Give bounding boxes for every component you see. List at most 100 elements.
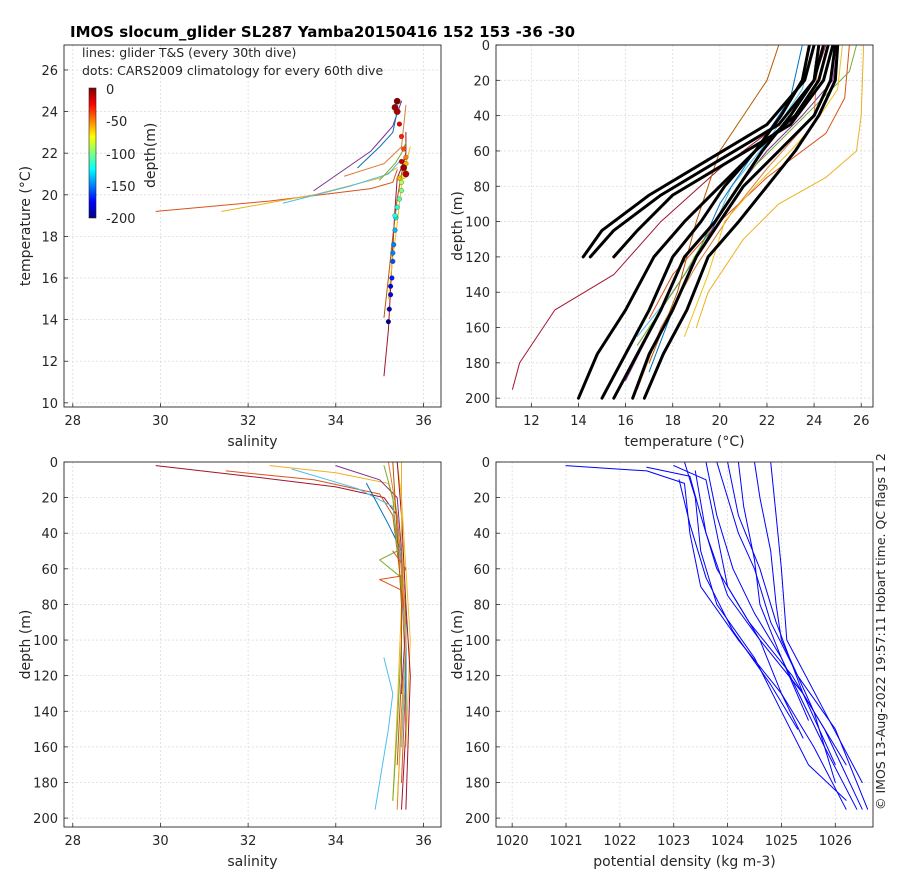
climatology-dot	[394, 204, 400, 210]
colorbar-tick-2: -100	[106, 148, 136, 163]
x-tick-label: 1025	[765, 834, 798, 849]
y-tick-label: 140	[465, 705, 490, 720]
y-tick-label: 80	[473, 180, 490, 195]
y-tick-label: 26	[41, 64, 58, 79]
plot-area	[565, 462, 869, 810]
climatology-dot	[396, 175, 402, 181]
y-tick-label: 0	[50, 456, 58, 471]
y-tick-label: 0	[482, 39, 490, 54]
density-profile-line	[694, 470, 804, 739]
glider-salinity-line	[225, 470, 407, 783]
y-tick-label: 160	[465, 741, 490, 756]
climatology-dot	[386, 306, 392, 312]
glider-salinity-line	[392, 462, 402, 766]
x-tick-label: 36	[415, 414, 432, 429]
x-tick-label: 18	[664, 414, 681, 429]
glider-temperature-line	[695, 45, 865, 328]
x-axis-label: salinity	[227, 854, 277, 870]
colorbar-gradient	[88, 87, 97, 219]
x-tick-label: 1024	[711, 834, 744, 849]
climatology-dot	[398, 133, 405, 140]
x-tick-label: 16	[617, 414, 634, 429]
x-tick-label: 12	[523, 414, 540, 429]
y-tick-label: 20	[473, 74, 490, 89]
glider-ts-line	[221, 167, 398, 212]
credit-text: © IMOS 13-Aug-2022 19:57:11 Hobart time.…	[873, 453, 888, 810]
y-tick-label: 0	[482, 456, 490, 471]
climatology-dot	[396, 121, 402, 127]
colorbar: 0 -50 -100 -150 -200 depth(m)	[88, 83, 159, 227]
climatology-dot	[396, 196, 402, 202]
y-axis-label: depth (m)	[450, 610, 466, 680]
climatology-dot	[385, 319, 391, 325]
x-tick-label: 22	[759, 414, 776, 429]
y-tick-label: 60	[473, 145, 490, 160]
x-tick-label: 32	[240, 834, 257, 849]
glider-salinity-line	[366, 482, 407, 712]
x-tick-label: 1023	[657, 834, 690, 849]
x-tick-label: 14	[570, 414, 587, 429]
glider-salinity-line	[379, 465, 402, 801]
y-tick-label: 20	[473, 492, 490, 507]
y-tick-label: 60	[41, 563, 58, 578]
y-tick-label: 180	[465, 776, 490, 791]
climatology-temperature-line	[642, 45, 840, 400]
climatology-dot	[398, 179, 405, 185]
y-tick-label: 180	[465, 357, 490, 372]
y-axis-label: depth (m)	[18, 610, 34, 680]
salinity-profile-panel: 28 30 32 34 36 0 20 40 60 80 100 120 140 160 180 200 sal…	[18, 456, 442, 870]
y-tick-label: 160	[33, 741, 58, 756]
density-profile-line	[705, 462, 809, 721]
glider-salinity-line	[155, 465, 407, 810]
colorbar-tick-4: -200	[106, 212, 136, 227]
climatology-dot	[400, 164, 408, 172]
axes-box	[495, 44, 874, 408]
glider-temperature-line	[684, 45, 843, 337]
density-profile-line	[737, 462, 858, 810]
y-tick-label: 100	[465, 216, 490, 231]
y-tick-label: 16	[41, 272, 58, 287]
y-tick-label: 40	[41, 527, 58, 542]
glider-salinity-line	[291, 468, 407, 748]
x-tick-label: 36	[415, 834, 432, 849]
glider-ts-line	[313, 100, 402, 192]
x-axis-label: temperature (°C)	[624, 434, 744, 450]
y-tick-label: 160	[465, 322, 490, 337]
plot-area	[155, 97, 411, 377]
glider-ts-line	[357, 111, 398, 169]
y-tick-label: 100	[465, 634, 490, 649]
y-tick-label: 120	[465, 670, 490, 685]
x-tick-label: 28	[64, 414, 81, 429]
glider-salinity-line	[396, 462, 411, 810]
x-tick-label: 34	[328, 834, 345, 849]
density-profile-line	[684, 462, 847, 801]
y-tick-label: 22	[41, 147, 58, 162]
density-profile-line	[678, 479, 799, 730]
glider-ts-line	[387, 146, 411, 300]
climatology-temperature-line	[631, 45, 837, 400]
temperature-profile-panel: 12 14 16 18 20 22 24 26 0 20 40 60 80 100 120 140 160 180…	[450, 39, 874, 450]
climatology-dot	[388, 292, 394, 298]
climatology-temperature-line	[581, 45, 816, 259]
x-tick-label: 1022	[603, 834, 636, 849]
glider-temperature-line	[636, 45, 857, 346]
x-tick-label: 26	[853, 414, 870, 429]
climatology-dot	[402, 170, 410, 178]
y-tick-label: 14	[41, 314, 58, 329]
axes-box	[495, 461, 874, 828]
climatology-temperature-line	[600, 45, 811, 400]
y-tick-label: 40	[473, 110, 490, 125]
plot-area	[155, 462, 411, 810]
x-tick-label: 28	[64, 834, 81, 849]
density-profile-panel: 1020 1021 1022 1023 1024 1025 1026 0 20 40 60 80 100…	[450, 456, 874, 870]
climatology-temperature-line	[612, 45, 821, 400]
x-tick-label: 32	[240, 414, 257, 429]
climatology-dot	[392, 213, 398, 219]
glider-ts-line	[344, 104, 407, 177]
colorbar-tick-3: -150	[106, 180, 136, 195]
y-tick-label: 12	[41, 355, 58, 370]
figure-title: IMOS slocum_glider SL287 Yamba20150416 1…	[70, 23, 575, 41]
axes-box	[63, 44, 442, 408]
y-tick-label: 200	[33, 812, 58, 827]
